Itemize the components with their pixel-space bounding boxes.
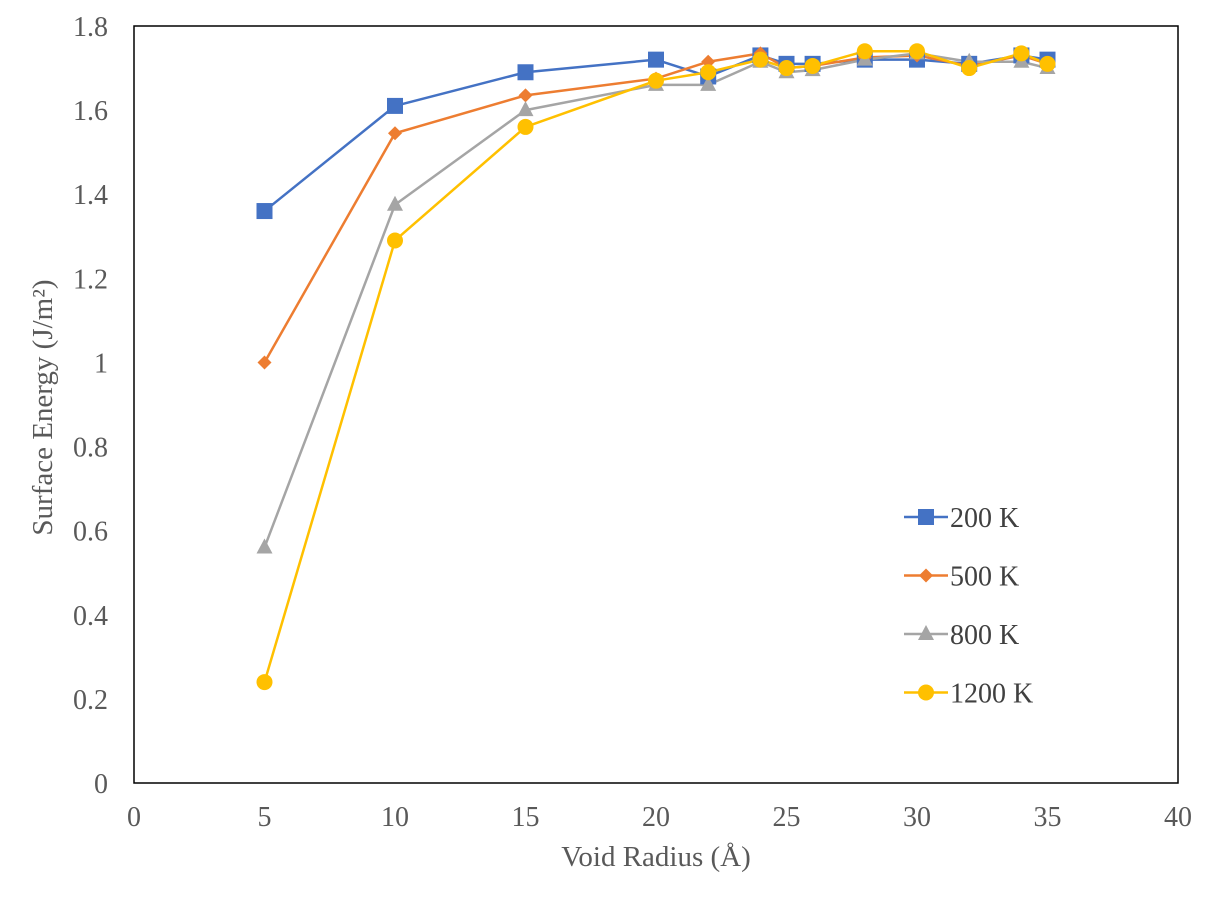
x-tick-label: 25 [773,802,801,833]
data-point-1200-k [517,118,534,135]
y-tick-label: 0.4 [73,601,108,632]
data-point-200-k [517,64,534,81]
y-axis-title: Surface Energy (J/m²) [27,279,59,535]
legend-marker [918,625,934,640]
data-point-200-k [256,203,273,220]
data-point-1200-k [856,43,873,60]
y-tick-label: 0.8 [73,433,108,464]
data-point-500-k [257,355,272,370]
data-point-200-k [648,51,664,68]
data-point-1200-k [778,60,795,77]
legend-label: 1200 K [950,679,1033,710]
y-tick-label: 1 [94,348,108,379]
series-line-500-k [263,52,1048,364]
data-point-1200-k [648,72,664,89]
x-axis-title: Void Radius (Å) [561,841,751,873]
y-tick-label: 1.6 [73,96,108,127]
plot-area-border [133,25,1179,784]
legend-item-800-k: 800 K [904,620,1019,651]
legend-marker [918,684,934,701]
series-line-1200-k [263,49,1048,683]
data-point-1200-k [700,64,717,81]
y-tick-label: 1.4 [73,180,108,211]
data-point-500-k [518,88,533,103]
data-point-1200-k [804,57,821,74]
data-point-1200-k [387,232,403,249]
data-point-800-k [387,195,403,211]
legend-marker [919,568,933,583]
y-tick-label: 1.2 [73,264,108,295]
data-point-1200-k [752,51,769,68]
data-point-200-k [387,97,403,114]
data-point-800-k [700,75,717,91]
x-tick-label: 0 [127,802,141,833]
legend-label: 200 K [950,503,1019,534]
data-point-1200-k [961,60,978,77]
x-tick-label: 40 [1164,802,1192,833]
x-tick-label: 30 [903,802,931,833]
legend-item-1200-k: 1200 K [904,679,1033,710]
y-tick-label: 1.8 [73,12,108,43]
data-point-1200-k [909,43,925,60]
legend-label: 500 K [950,562,1019,593]
x-tick-label: 5 [258,802,272,833]
y-tick-label: 0.6 [73,517,108,548]
data-point-1200-k [1013,45,1030,62]
data-point-800-k [517,101,534,117]
y-tick-label: 0.2 [73,685,108,716]
y-tick-label: 0 [94,769,108,800]
data-point-800-k [256,538,273,554]
x-tick-label: 10 [381,802,409,833]
data-point-1200-k [256,674,273,691]
series-line-800-k [263,52,1048,548]
x-tick-label: 15 [512,802,540,833]
x-tick-label: 20 [642,802,670,833]
legend-marker [918,509,934,525]
x-tick-label: 35 [1034,802,1062,833]
legend-item-200-k: 200 K [904,503,1019,534]
data-point-500-k [388,126,402,141]
data-point-1200-k [1039,55,1056,72]
legend-item-500-k: 500 K [904,562,1019,593]
legend-label: 800 K [950,620,1019,651]
